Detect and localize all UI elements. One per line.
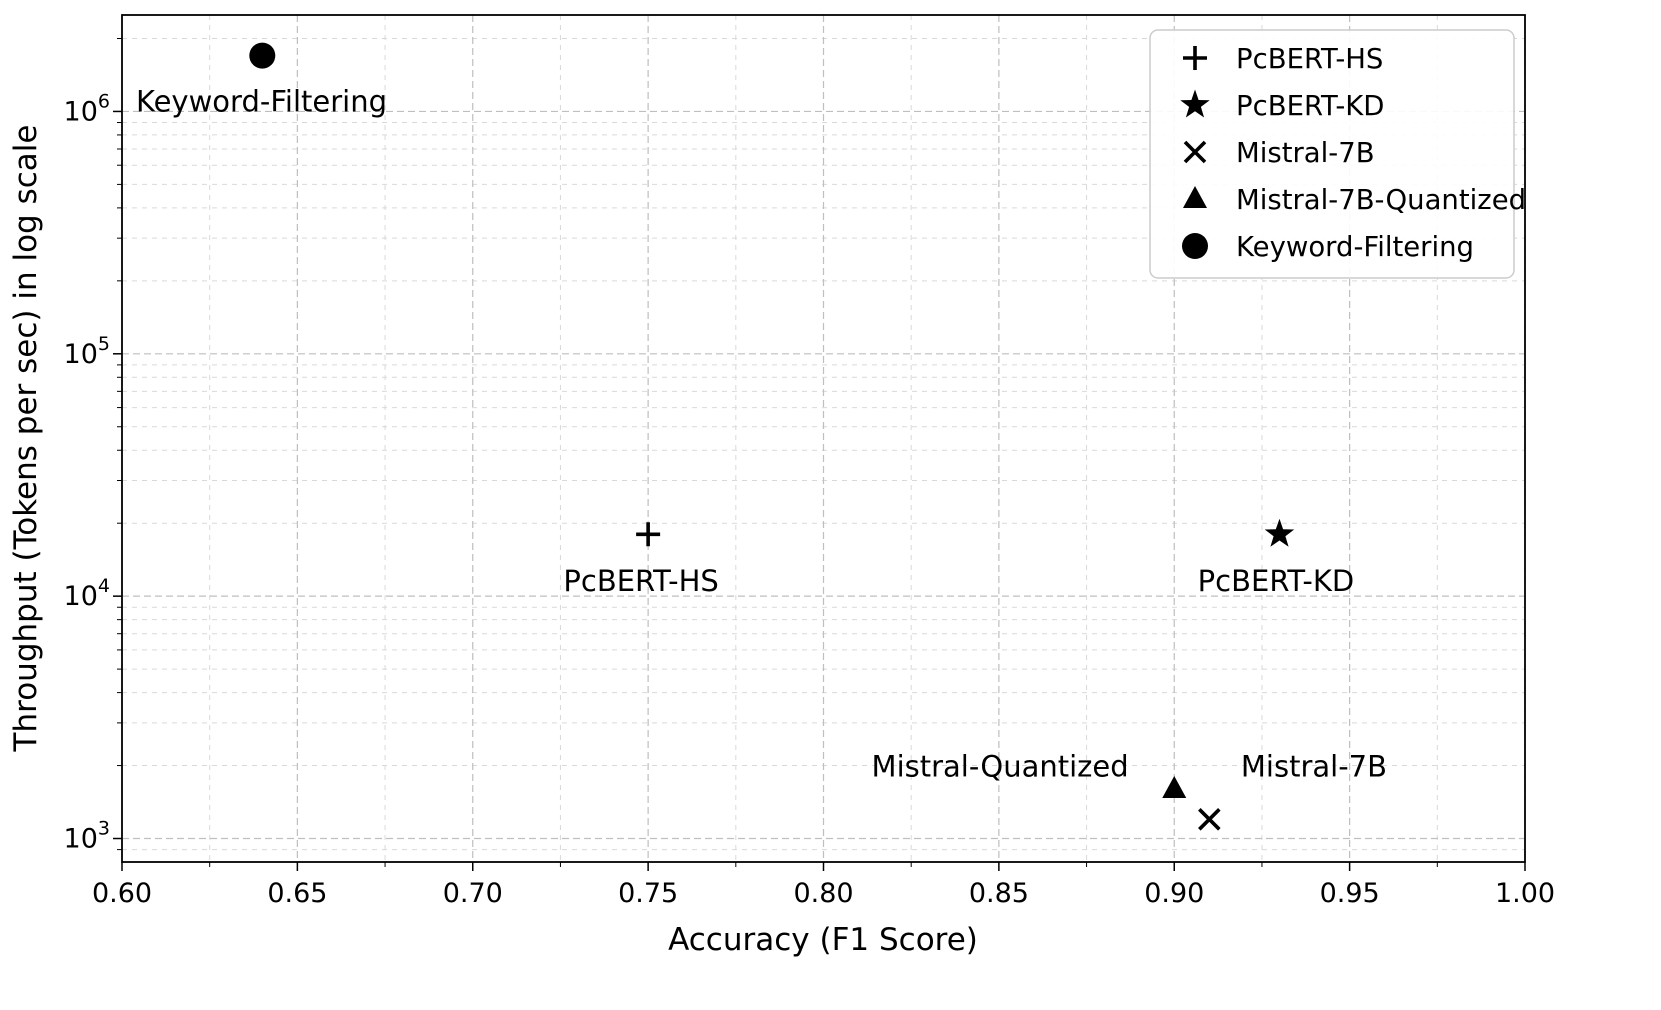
y-axis-label: Throughput (Tokens per sec) in log scale [8, 125, 44, 753]
legend-label: Mistral-7B [1236, 137, 1375, 169]
legend-item-keyword-filtering: Keyword-Filtering [1182, 231, 1474, 263]
x-tick-label: 0.95 [1320, 878, 1380, 909]
legend-layer: PcBERT-HS PcBERT-KD Mistral-7B Mistral-7B-Q… [1149, 29, 1526, 279]
y-tick-label: 105 [64, 333, 110, 370]
x-tick-label: 1.00 [1495, 878, 1555, 909]
x-tick-label: 0.65 [267, 878, 327, 909]
y-tick-label: 104 [64, 575, 110, 612]
x-tick-label: 0.90 [1144, 878, 1204, 909]
legend-marker-plus [1183, 46, 1207, 70]
marker-pcbert-hs [636, 522, 661, 547]
legend-item-mistral-7b-quantized: Mistral-7B-Quantized [1183, 184, 1526, 216]
annotation-pcbert-kd: PcBERT-KD [1198, 564, 1355, 598]
x-tick-label: 0.80 [793, 878, 853, 909]
legend-label: Mistral-7B-Quantized [1236, 184, 1526, 216]
legend-label: Keyword-Filtering [1236, 231, 1474, 263]
annotation-pcbert-hs: PcBERT-HS [563, 564, 718, 598]
legend-marker-triangle [1183, 186, 1207, 208]
marker-mistral-7b-quantized [1162, 776, 1187, 799]
legend-label: PcBERT-HS [1236, 43, 1383, 75]
annotations-layer: Keyword-Filtering PcBERT-HS PcBERT-KD Mistr… [136, 84, 1387, 783]
marker-keyword-filtering [249, 42, 276, 69]
legend-marker-circle [1182, 233, 1208, 259]
x-tick-label: 0.60 [92, 878, 152, 909]
marker-mistral-7b [1198, 808, 1221, 831]
x-axis-label: Accuracy (F1 Score) [668, 922, 978, 958]
annotation-mistral-7b: Mistral-7B [1241, 750, 1387, 784]
x-tick-label: 0.85 [969, 878, 1029, 909]
y-tick-label: 106 [64, 90, 110, 127]
annotation-keyword-filtering: Keyword-Filtering [136, 84, 387, 118]
x-tick-label: 0.70 [443, 878, 503, 909]
legend-box [1149, 29, 1515, 279]
legend-item-pcbert-kd: PcBERT-KD [1180, 89, 1384, 122]
plot-frame-layer [121, 14, 1526, 863]
x-tick-label: 0.75 [618, 878, 678, 909]
legend-marker-x [1183, 140, 1207, 164]
legend-item-pcbert-hs: PcBERT-HS [1183, 43, 1383, 75]
legend-item-mistral-7b: Mistral-7B [1183, 137, 1375, 169]
annotation-mistral-quantized: Mistral-Quantized [872, 750, 1129, 784]
axis-ticks-layer: 0.60 0.65 0.70 0.75 0.80 0.85 0.90 0.95 1.00 103 1… [64, 37, 1555, 909]
marker-pcbert-kd [1264, 518, 1295, 547]
legend-label: PcBERT-KD [1236, 90, 1384, 122]
series-markers-layer [249, 42, 1295, 831]
legend-marker-star [1180, 89, 1210, 118]
y-tick-label: 103 [64, 818, 110, 855]
plot-border [121, 14, 1526, 863]
